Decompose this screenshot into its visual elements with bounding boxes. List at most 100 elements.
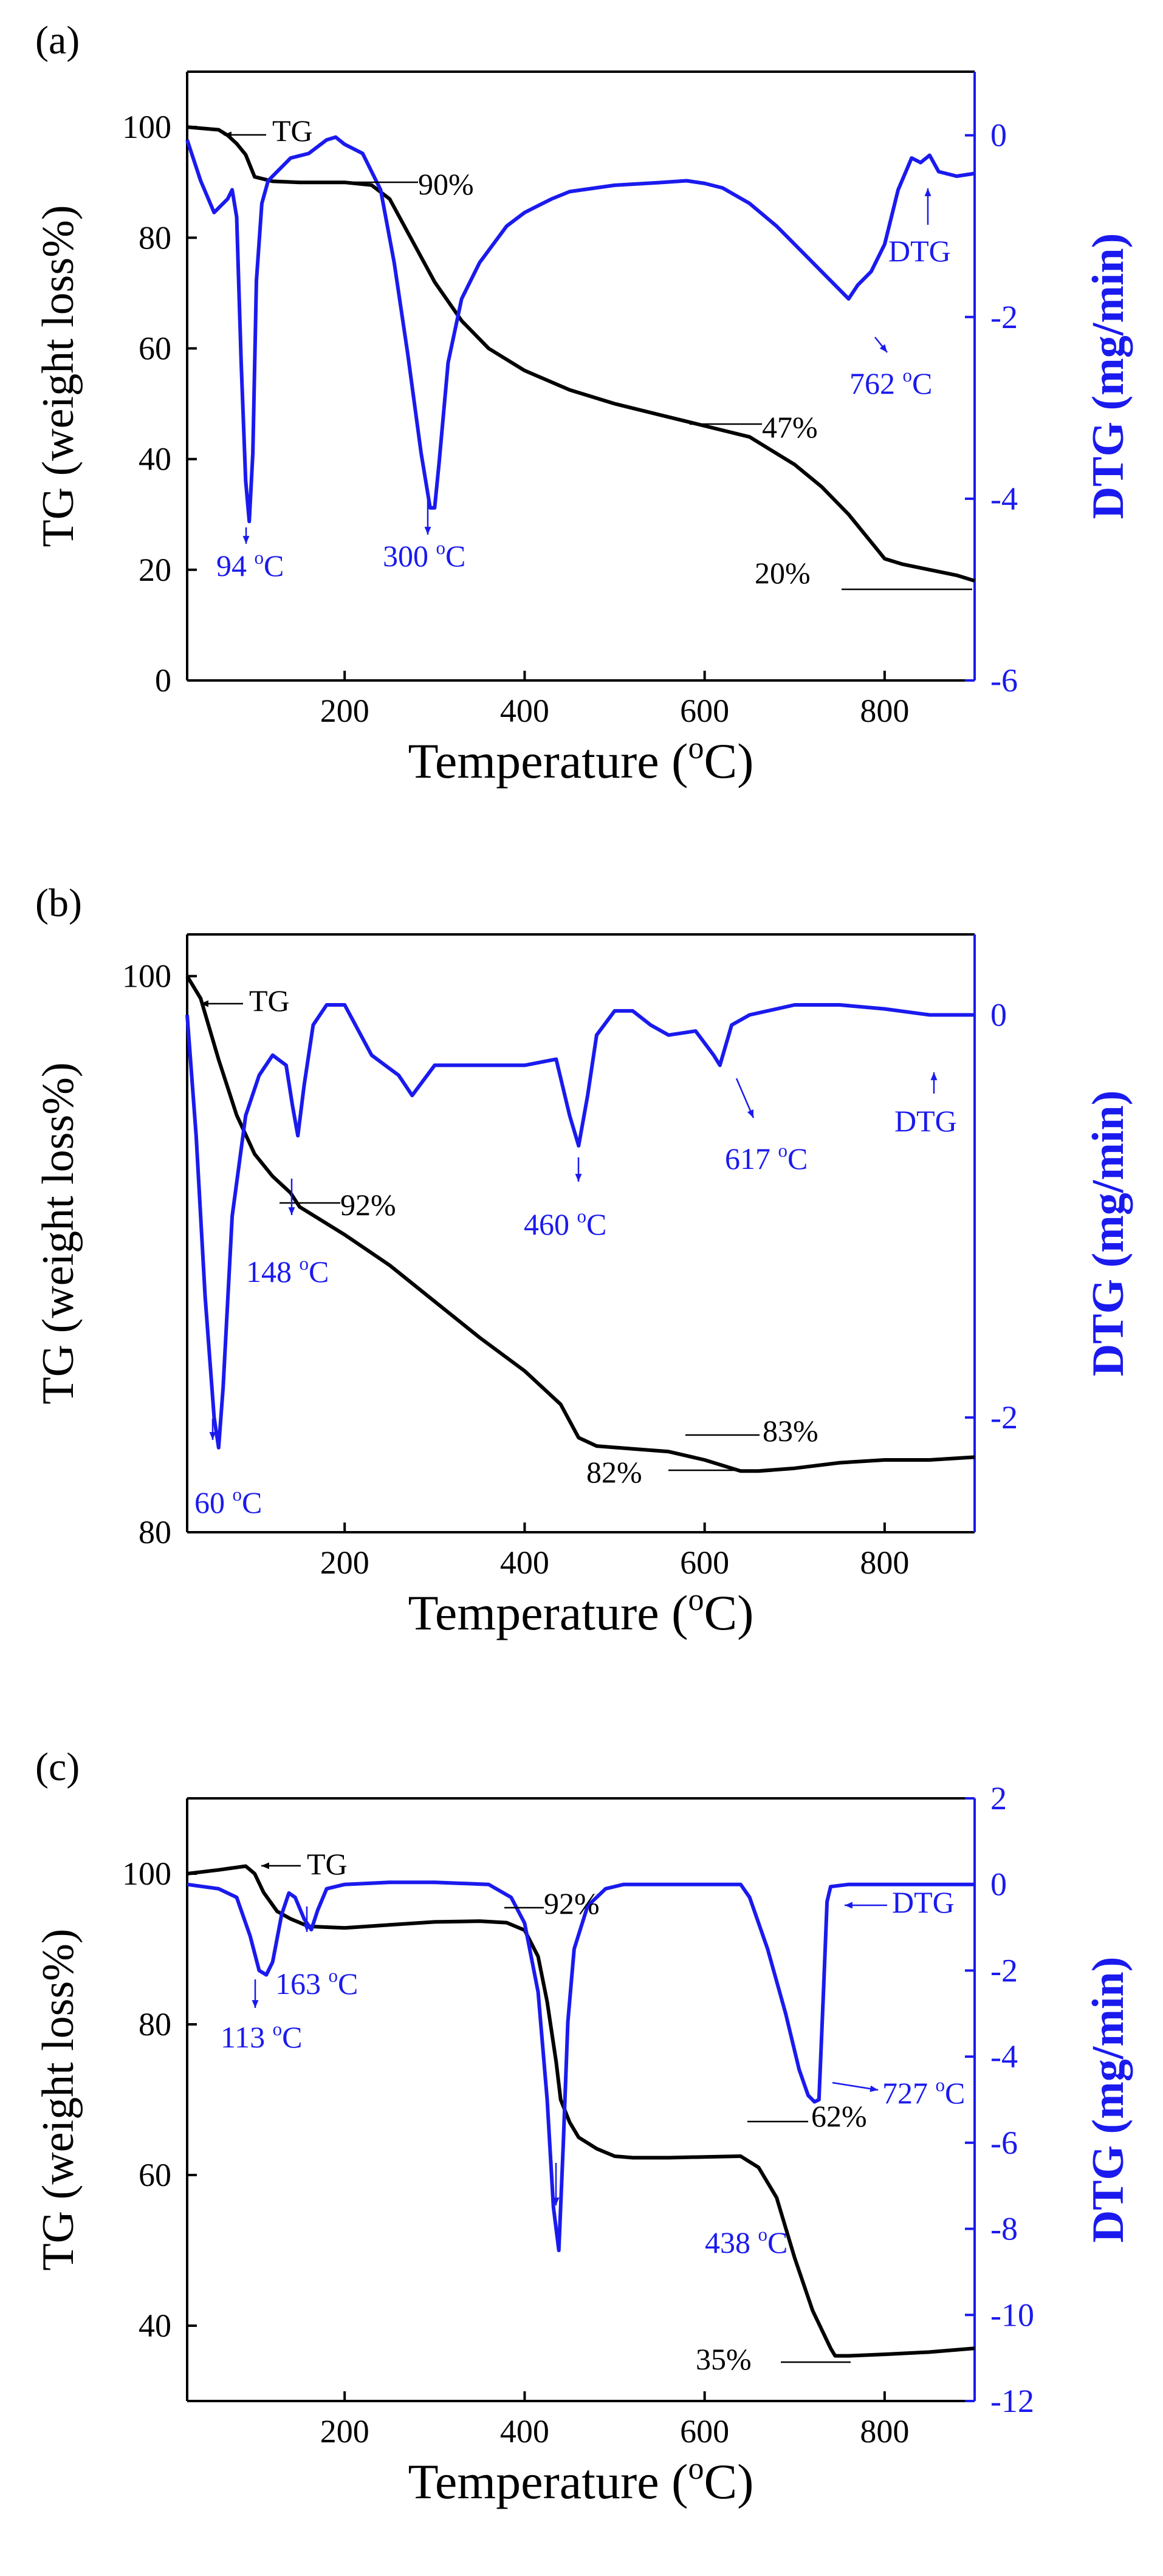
annotation-label-text: 94	[216, 549, 255, 583]
panel-label: (b)	[35, 881, 82, 925]
annotation-label: 62%	[811, 2099, 867, 2133]
y-right-axis-label: DTG (mg/min)	[1083, 233, 1133, 519]
x-axis-label-sup: o	[688, 1583, 704, 1617]
x-tick-label: 400	[500, 1544, 549, 1581]
y-left-tick-label: 80	[139, 219, 171, 256]
annotation-label: 300 oC	[383, 537, 465, 573]
panel-3: 200 400 600 800 40 60 80 100 -12 -10 -8 -6 -4 -2 0 2 (c)…	[33, 1745, 1133, 2509]
x-tick-label: 600	[680, 1544, 729, 1581]
annotation-label: 83%	[763, 1414, 818, 1448]
y-right-tick-label: -4	[990, 481, 1018, 517]
annotation-arrowhead	[252, 2000, 259, 2008]
annotation-label: 82%	[586, 1455, 642, 1489]
annotation-label-text: 300	[383, 539, 436, 573]
x-axis-label: Temperature (oC)	[408, 731, 754, 789]
y-right-tick-label: -2	[990, 299, 1018, 335]
x-tick-label: 400	[500, 2413, 549, 2450]
series-dtg-line	[185, 1003, 975, 1450]
y-left-tick-label: 20	[139, 552, 171, 588]
annotation-label: 617 oC	[725, 1140, 808, 1176]
annotation-label-text: 60	[194, 1485, 233, 1519]
y-left-tick-label: 100	[122, 1855, 171, 1892]
annotation-label-text: 617	[725, 1142, 778, 1176]
annotation-label: 113 oC	[221, 2018, 303, 2054]
x-axis-label-text: Temperature (	[408, 733, 688, 789]
series-dtg-line	[187, 1880, 975, 2252]
x-axis-label-sup: o	[688, 731, 704, 766]
annotation-arrowhead	[303, 1924, 310, 1932]
annotation-label-sup: o	[903, 365, 913, 386]
y-left-tick-label: 60	[139, 2157, 171, 2193]
annotation-label: 163 oC	[275, 1965, 358, 2001]
annotation-label-tail: C	[309, 1255, 329, 1289]
y-left-tick-label: 80	[139, 1514, 171, 1550]
x-tick-label: 800	[860, 693, 909, 729]
annotation-arrowhead	[261, 1862, 269, 1869]
y-right-tick-label: -2	[990, 1952, 1018, 1989]
annotation-label-sup: o	[233, 1484, 242, 1505]
y-left-axis-label: TG (weight loss%)	[33, 205, 83, 547]
annotation-arrowhead	[879, 344, 887, 352]
annotation-label: 148 oC	[246, 1253, 329, 1289]
panel-label: (a)	[35, 18, 80, 63]
x-tick-label: 800	[860, 2413, 909, 2450]
x-axis-label-text: Temperature (	[408, 1585, 688, 1640]
annotation-arrowhead	[424, 527, 431, 535]
series-tg-line	[185, 975, 975, 1473]
annotation-label-tail: C	[912, 366, 932, 400]
annotation-arrowhead	[552, 2197, 560, 2205]
annotation-label-tail: C	[445, 539, 465, 573]
annotation-label-sup: o	[936, 2074, 945, 2095]
annotation-label: 92%	[544, 1886, 600, 1920]
annotation-label-sup: o	[577, 1205, 587, 1227]
y-left-tick-label: 0	[155, 662, 171, 699]
y-left-axis-label: TG (weight loss%)	[33, 1928, 83, 2270]
annotation-label-sup: o	[300, 1253, 309, 1274]
annotation-label: DTG	[894, 1104, 957, 1138]
annotation-label-tail: C	[586, 1207, 606, 1241]
annotation-arrowhead	[845, 1902, 853, 1909]
annotation-label: 60 oC	[194, 1484, 262, 1519]
y-right-tick-label: -12	[990, 2383, 1034, 2419]
y-left-tick-label: 40	[139, 2307, 171, 2344]
annotation-label-sup: o	[273, 2018, 283, 2040]
y-right-tick-label: 0	[990, 1866, 1007, 1903]
annotation-label-tail: C	[767, 2225, 787, 2259]
y-right-tick-label: -4	[990, 2038, 1018, 2075]
annotation-label-text: 438	[705, 2225, 758, 2259]
annotation-label: 438 oC	[705, 2224, 787, 2259]
annotation-label: DTG	[888, 234, 951, 268]
annotation-arrowhead	[201, 1000, 208, 1007]
annotation-label-tail: C	[338, 1967, 358, 2001]
y-right-tick-label: -6	[990, 2125, 1018, 2161]
annotation-label-tail: C	[242, 1485, 262, 1519]
y-right-tick-label: -10	[990, 2297, 1034, 2333]
x-tick-label: 600	[680, 693, 729, 729]
annotation-label-text: 460	[524, 1207, 577, 1241]
series-tg-line	[187, 125, 975, 583]
y-left-tick-label: 60	[139, 330, 171, 366]
panel-1: 200 400 600 800 0 20 40 60 80 100 -6 -4 -2 0 (a) TG (we…	[33, 18, 1133, 789]
x-tick-label: 600	[680, 2413, 729, 2450]
y-left-tick-label: 100	[122, 958, 171, 995]
annotation-label-tail: C	[787, 1142, 808, 1176]
y-right-tick-label: -8	[990, 2211, 1018, 2247]
annotation-arrowhead	[288, 1207, 295, 1215]
annotation-arrowhead	[242, 536, 250, 544]
annotation-arrowhead	[870, 2085, 878, 2092]
x-tick-label: 400	[500, 693, 549, 729]
annotation-label: TG	[307, 1847, 348, 1881]
annotation-arrowhead	[747, 1109, 753, 1118]
annotation-arrowhead	[930, 1072, 938, 1080]
annotation-label-sup: o	[778, 1140, 788, 1161]
y-left-tick-label: 80	[139, 2006, 171, 2043]
annotation-arrowhead	[575, 1174, 582, 1182]
annotation-label: 94 oC	[216, 547, 284, 583]
y-right-axis-label: DTG (mg/min)	[1083, 1091, 1133, 1377]
x-axis-label-tail: C)	[704, 1585, 753, 1640]
y-right-tick-label: -2	[990, 1399, 1018, 1436]
x-tick-label: 200	[320, 2413, 369, 2450]
x-tick-label: 800	[860, 1544, 909, 1581]
annotation-label: 90%	[418, 167, 474, 201]
